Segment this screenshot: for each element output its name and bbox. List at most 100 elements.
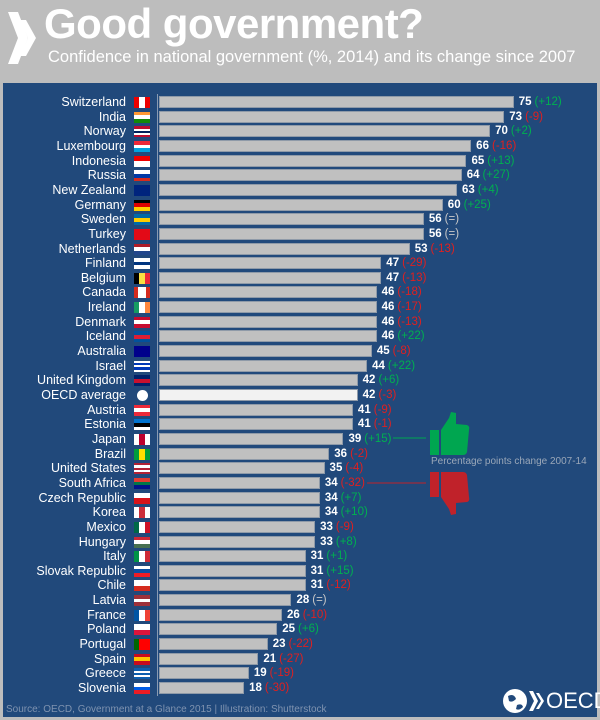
bar-row: South Africa 34 (-32): [0, 476, 600, 490]
bar: [159, 579, 306, 592]
value-text: 34: [324, 491, 338, 504]
category-label: United States: [50, 461, 126, 476]
bar: [159, 257, 382, 270]
change-value: +2: [514, 125, 528, 138]
change-label: (-9): [525, 110, 543, 123]
value-text: 23: [272, 638, 286, 651]
flag-icon: [134, 97, 150, 108]
bar: [159, 491, 320, 504]
value-label: 46 (-13): [382, 315, 422, 329]
change-label: (+6): [378, 374, 400, 387]
value-text: 42: [362, 374, 376, 387]
value-text: 45: [376, 345, 390, 358]
category-label: Denmark: [75, 314, 126, 329]
flag-icon: [134, 565, 150, 577]
change-value: +6: [382, 374, 396, 387]
change-value: -27: [282, 652, 300, 665]
value-text: 39: [348, 432, 362, 445]
category-label: Indonesia: [71, 153, 126, 168]
value-text: 42: [362, 389, 376, 401]
change-label: (-13): [402, 271, 427, 284]
value-label: 34 (-32): [325, 476, 365, 490]
value-label: 19 (-19): [254, 666, 294, 680]
change-value: +4: [481, 183, 495, 196]
category-label: Estonia: [84, 417, 126, 432]
value-label: 33 (+8): [320, 535, 357, 549]
change-label: (-9): [335, 520, 354, 533]
bar-row: Estonia 41 (-1): [0, 417, 600, 431]
bar: [159, 242, 410, 255]
flag-icon: [134, 507, 150, 519]
value-text: 31: [310, 579, 324, 592]
category-label: Switzerland: [61, 95, 126, 109]
bar-row: Spain 21 (-27): [0, 652, 600, 666]
y-axis-line: [157, 94, 158, 696]
change-value: +27: [486, 169, 506, 182]
category-label: Japan: [91, 431, 126, 446]
category-label: Netherlands: [58, 241, 126, 256]
change-label: (-3): [378, 389, 397, 401]
thumbs-up-icon: [430, 412, 470, 455]
flag-icon: [134, 346, 150, 358]
change-value: -16: [495, 139, 513, 152]
change-value: =: [448, 227, 456, 240]
value-text: 73: [509, 110, 523, 123]
bar-row: Sweden 56 (=): [0, 212, 600, 226]
change-label: (-29): [402, 257, 427, 270]
oecd-logo: OECD: [502, 687, 600, 715]
change-label: (-13): [430, 242, 455, 255]
value-label: 73 (-9): [509, 110, 543, 124]
bar-row: Germany 60 (+25): [0, 198, 600, 212]
bar: [159, 374, 358, 387]
change-value: -1: [377, 418, 388, 431]
bar: [159, 520, 316, 533]
change-label: (-4): [345, 462, 364, 475]
bar: [159, 476, 320, 489]
change-label: (+10): [340, 506, 368, 519]
value-label: 46 (-17): [382, 300, 422, 314]
category-label: Israel: [95, 358, 126, 373]
bar-row: Norway 70 (+2): [0, 124, 600, 138]
category-label: Ireland: [87, 300, 126, 315]
change-label: (-8): [392, 345, 411, 358]
category-label: Italy: [103, 549, 126, 564]
value-text: 70: [495, 125, 508, 138]
bar-row: India 73 (-9): [0, 110, 600, 124]
bar-row: Austria 41 (-9): [0, 403, 600, 417]
change-value: =: [448, 213, 456, 226]
bar: [159, 154, 467, 167]
flag-icon: [134, 463, 150, 475]
change-value: +7: [344, 491, 358, 504]
bar-row: Belgium 47 (-13): [0, 271, 600, 285]
change-label: (-2): [350, 447, 368, 460]
bar: [159, 638, 268, 651]
bar: [159, 403, 353, 416]
change-label: (+1): [326, 550, 348, 563]
bar-row: Greece 19 (-19): [0, 666, 600, 680]
flag-icon: [134, 258, 150, 270]
value-label: 53 (-13): [415, 242, 455, 256]
value-text: 46: [381, 315, 395, 328]
flag-icon: [134, 184, 150, 196]
value-text: 63: [461, 183, 475, 196]
oecd-brand-text: OECD: [546, 688, 600, 713]
flag-icon: [134, 668, 150, 680]
bar-row: United Kingdom 42 (+6): [0, 373, 600, 387]
flag-icon: [134, 360, 150, 372]
bar-row: United States 35 (-4): [0, 461, 600, 475]
bar: [159, 667, 249, 680]
change-label: (+22): [387, 359, 416, 372]
flag-icon: [134, 170, 150, 182]
flag-icon: [134, 492, 150, 504]
flag-icon: [134, 624, 150, 636]
bar-row: New Zealand 63 (+4): [0, 183, 600, 197]
flag-icon: [134, 609, 150, 621]
category-label: Russia: [87, 168, 126, 183]
change-label: (-12): [326, 579, 351, 592]
bar: [159, 564, 306, 577]
value-label: 35 (-4): [330, 461, 364, 475]
bar-row: Hungary 33 (+8): [0, 535, 600, 549]
change-value: +15: [368, 432, 388, 445]
change-label: (-17): [397, 301, 422, 314]
bar-row: Italy 31 (+1): [0, 549, 600, 563]
